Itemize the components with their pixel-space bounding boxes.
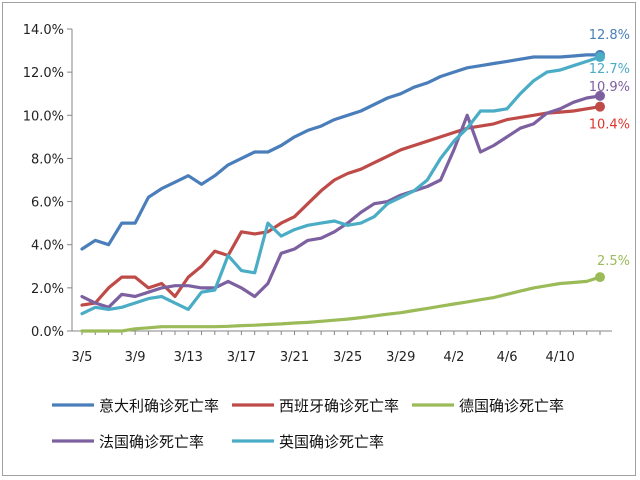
legend-label-3: 法国确诊死亡率: [99, 433, 204, 451]
x-tick-label: 3/13: [174, 350, 203, 365]
series-endpoint-3: [595, 90, 605, 101]
x-tick-label: 3/25: [333, 350, 362, 365]
series-lines: [80, 53, 602, 333]
series-line-4: [80, 55, 602, 316]
series-endpoint-2: [595, 272, 605, 283]
x-tick-label: 4/6: [497, 350, 518, 365]
y-tick-label: 8.0%: [31, 152, 64, 167]
x-tick-label: 4/2: [443, 350, 464, 365]
y-tick-label: 12.0%: [23, 66, 64, 81]
y-axis: 0.0% 2.0% 4.0% 6.0% 8.0% 10.0% 12.0% 14.0%: [23, 23, 73, 340]
x-tick-label: 3/9: [125, 350, 146, 365]
series-endpoint-1: [595, 101, 605, 112]
series-end-label-1: 10.4%: [589, 118, 630, 133]
y-tick-label: 10.0%: [23, 109, 64, 124]
y-tick-label: 6.0%: [31, 196, 64, 211]
x-tick-label: 3/21: [280, 350, 309, 365]
series-line-3: [80, 94, 602, 309]
x-axis: 3/5 3/9 3/13 3/17 3/21 3/25 3/29 4/2 4/6 4/10: [72, 330, 612, 365]
series-end-label-3: 10.9%: [589, 80, 630, 95]
x-tick-label: 4/10: [546, 350, 575, 365]
x-tick-label: 3/29: [386, 350, 415, 365]
y-tick-label: 0.0%: [31, 325, 64, 340]
series-end-label-0: 12.8%: [589, 28, 630, 43]
y-tick-label: 14.0%: [23, 23, 64, 38]
series-endpoints: 12.8% 10.4% 2.5% 10.9% 12.7%: [589, 28, 630, 283]
series-line-2: [80, 275, 602, 333]
series-end-label-2: 2.5%: [597, 254, 630, 269]
legend-label-4: 英国确诊死亡率: [279, 433, 384, 451]
x-tick-label: 3/5: [72, 350, 93, 365]
series-line-0: [80, 53, 602, 251]
series-line-1: [80, 105, 602, 307]
legend-label-0: 意大利确诊死亡率: [99, 397, 219, 415]
legend-label-2: 德国确诊死亡率: [459, 397, 564, 415]
x-tick-label: 3/17: [227, 350, 256, 365]
y-tick-label: 2.0%: [31, 282, 64, 297]
legend-label-1: 西班牙确诊死亡率: [279, 397, 399, 415]
series-endpoint-4: [595, 52, 605, 63]
y-tick-label: 4.0%: [31, 239, 64, 254]
series-end-label-4: 12.7%: [589, 62, 630, 77]
